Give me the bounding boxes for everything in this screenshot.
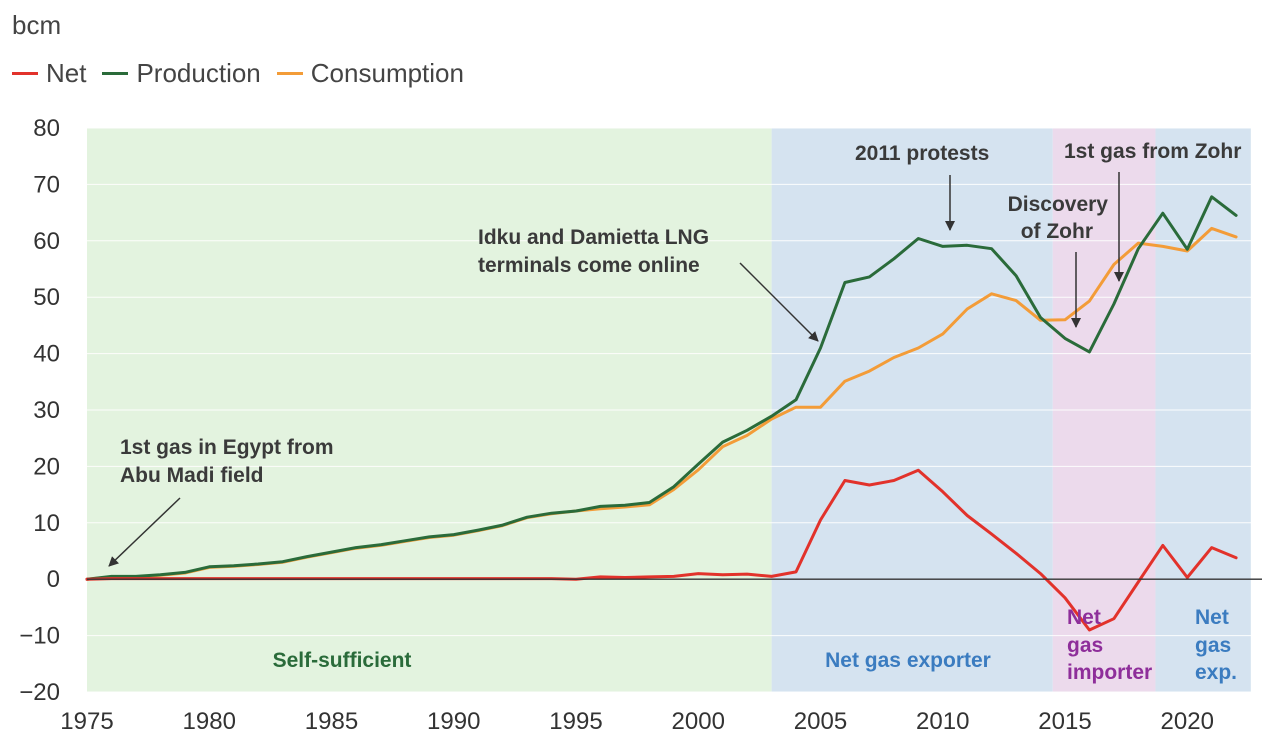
- x-tick-label: 2010: [916, 708, 969, 735]
- y-tick-label: 80: [33, 115, 60, 142]
- x-tick-label: 1985: [305, 708, 358, 735]
- y-tick-label: 20: [33, 453, 60, 480]
- annotation-zohr: 1st gas from Zohr: [1064, 140, 1241, 163]
- annotation-discovery-line1: Discovery: [1008, 193, 1109, 216]
- region-label-net-exp-line3: exp.: [1195, 661, 1237, 684]
- y-tick-label: 60: [33, 228, 60, 255]
- legend-swatch-net: [12, 72, 38, 75]
- annotation-lng-arrow: [739, 262, 819, 342]
- y-tick-label: −10: [19, 623, 60, 650]
- region-labels: Self-sufficient Net gas exporter Net gas…: [273, 606, 1237, 684]
- unit-label: bcm: [12, 10, 62, 40]
- series-line-production: [85, 195, 1238, 581]
- x-tick-label: 2020: [1161, 708, 1214, 735]
- legend-label-production: Production: [136, 58, 261, 88]
- legend-label-consumption: Consumption: [310, 58, 464, 88]
- x-tick-label: 2000: [672, 708, 725, 735]
- legend-item-production: Production: [102, 58, 261, 89]
- y-tick-label: 0: [47, 566, 60, 593]
- legend-item-consumption: Consumption: [276, 58, 464, 89]
- y-tick-label: −20: [19, 679, 60, 706]
- x-tick-label: 2005: [794, 708, 847, 735]
- y-tick-label: 30: [33, 397, 60, 424]
- annotations: 1st gas in Egypt from Abu Madi field Idk…: [108, 140, 1241, 567]
- annotation-protests: 2011 protests: [855, 142, 989, 165]
- annotation-discovery-line2: of Zohr: [1021, 220, 1093, 243]
- x-tick-label: 1975: [60, 708, 113, 735]
- x-tick-label: 1980: [183, 708, 236, 735]
- x-tick-label: 2015: [1038, 708, 1091, 735]
- y-tick-label: 40: [33, 341, 60, 368]
- annotation-lng-line1: Idku and Damietta LNG: [478, 226, 709, 249]
- region-label-net-importer-line3: importer: [1067, 661, 1152, 684]
- legend-label-net: Net: [46, 58, 87, 88]
- region-label-net-importer-line1: Net: [1067, 606, 1101, 629]
- axis-layer: −20 −10 0 10 20 30 40 50 60 70 80 1975 1980 1985 1990 1…: [19, 115, 1262, 735]
- grid-layer: [87, 127, 1262, 693]
- annotation-abu-madi-arrow: [108, 497, 181, 567]
- region-label-net-exp-line2: gas: [1195, 634, 1231, 657]
- annotation-abu-madi-line2: Abu Madi field: [120, 464, 264, 487]
- y-tick-label: 50: [33, 284, 60, 311]
- annotation-lng-line2: terminals come online: [478, 254, 700, 277]
- region-label-self-sufficient: Self-sufficient: [273, 649, 412, 672]
- legend-swatch-production: [102, 72, 129, 75]
- region-label-net-exporter: Net gas exporter: [825, 649, 991, 672]
- legend-item-net: Net: [12, 58, 86, 89]
- region-label-net-importer-line2: gas: [1067, 634, 1103, 657]
- y-tick-label: 70: [33, 171, 60, 198]
- x-tick-label: 1995: [549, 708, 602, 735]
- y-tick-label: 10: [33, 510, 60, 537]
- legend: Net Production Consumption: [12, 58, 480, 89]
- annotation-abu-madi-line1: 1st gas in Egypt from: [120, 436, 334, 459]
- region-label-net-exp-line1: Net: [1195, 606, 1229, 629]
- legend-swatch-consumption: [276, 72, 303, 75]
- x-tick-label: 1990: [427, 708, 480, 735]
